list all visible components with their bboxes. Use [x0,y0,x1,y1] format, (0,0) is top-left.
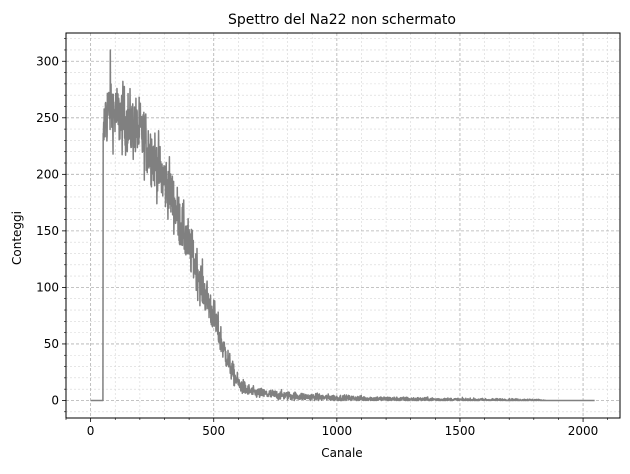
y-tick-label: 100 [36,280,59,294]
x-tick-label: 500 [202,424,225,438]
x-tick-label: 2000 [568,424,599,438]
x-axis-label: Canale [321,446,362,460]
plot-frame [65,32,621,419]
y-tick-label: 200 [36,167,59,181]
y-tick-label: 0 [51,393,59,407]
y-tick-label: 300 [36,54,59,68]
x-tick-label: 0 [87,424,95,438]
y-tick-label: 250 [36,111,59,125]
series-layer [90,49,596,402]
x-tick-label: 1500 [445,424,476,438]
chart-title: Spettro del Na22 non schermato [228,12,456,28]
axis-ticks: 0 500 1000 1500 2000 0 50 100 150 200 250 300 [36,38,608,438]
y-tick-label: 150 [36,224,59,238]
series-line-spectrum [90,49,596,402]
x-tick-label: 1000 [322,424,353,438]
y-tick-label: 50 [44,337,59,351]
y-axis-label: Conteggi [10,211,24,265]
